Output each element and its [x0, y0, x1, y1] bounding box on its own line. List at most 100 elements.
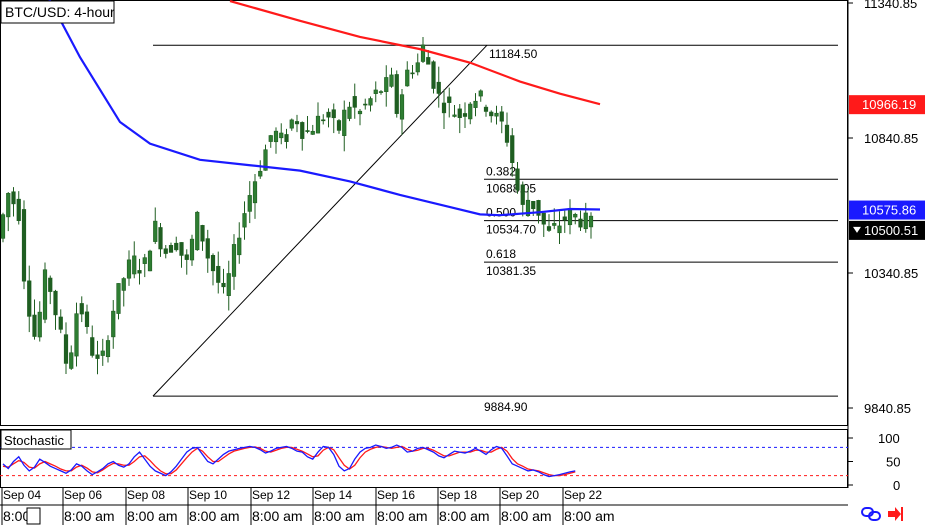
time-label: 8:00 am: [127, 508, 178, 524]
candle-body: [0, 214, 6, 239]
candle-body: [200, 225, 205, 242]
candle-body: [331, 109, 336, 119]
time-label: 8:00 am: [64, 508, 115, 524]
candle-body: [473, 100, 478, 108]
candle-body: [205, 238, 210, 259]
candle-body: [483, 106, 489, 112]
candle-body: [394, 74, 399, 114]
candle-body: [53, 290, 58, 316]
candle-body: [384, 77, 389, 92]
candle-body: [252, 181, 258, 204]
candle-body: [294, 121, 300, 125]
candle-body: [126, 259, 132, 279]
candle-body: [258, 170, 263, 177]
main-pane-frame: [0, 0, 848, 426]
date-label: Sep 12: [252, 488, 290, 502]
candle-body: [504, 124, 510, 143]
candle-body: [27, 280, 32, 317]
fib-trend-line: [152, 44, 488, 397]
price-tick-label: 11340.85: [864, 0, 917, 11]
price-tick-label: 10840.85: [864, 131, 918, 146]
candle-body: [415, 62, 420, 73]
candlesticks: [0, 36, 594, 375]
candle-body: [552, 223, 557, 226]
stochastic-label: Stochastic: [4, 433, 64, 448]
candle-body: [142, 257, 147, 264]
candle-body: [347, 106, 352, 119]
candle-body: [462, 113, 468, 117]
price-tag-label: 10500.51: [864, 223, 918, 238]
candle-body: [557, 225, 562, 234]
candle-body: [74, 313, 79, 357]
candle-body: [321, 119, 326, 122]
candle-body: [268, 135, 273, 142]
fibonacci-retracement[interactable]: 11184.50 9884.90 0.382 10688.05 0.500 10534.7…: [152, 44, 838, 414]
ma-slow-line: [229, 0, 601, 106]
candle-body: [326, 111, 331, 118]
time-label: 8:00 am: [501, 508, 552, 524]
price-tick-label: 10340.85: [864, 266, 918, 281]
moving-averages: [48, 0, 601, 217]
candle-body: [499, 111, 504, 122]
candle-body: [489, 111, 494, 117]
candle-body: [95, 354, 100, 359]
candle-body: [452, 114, 457, 117]
chart-title-box: [0, 0, 115, 24]
candle-body: [389, 74, 394, 87]
price-tag-box: [849, 95, 925, 115]
fib-price-label: 10688.05: [486, 181, 536, 195]
price-tag-box: [849, 200, 925, 220]
candle-body: [368, 98, 373, 106]
price-tag-label: 10575.86: [862, 203, 916, 218]
candle-body: [447, 96, 452, 103]
candle-body: [37, 311, 42, 338]
link-icon[interactable]: [861, 507, 881, 521]
candle-body: [21, 209, 27, 282]
candle-body: [441, 102, 447, 114]
date-label: Sep 18: [439, 488, 477, 502]
candle-body: [11, 191, 16, 205]
candle-body: [310, 130, 315, 135]
candle-body: [189, 238, 195, 261]
date-label: Sep 20: [501, 488, 539, 502]
fib-high-label: 11184.50: [489, 47, 538, 61]
time-label: 8:00 am: [252, 508, 303, 524]
candle-body: [315, 115, 321, 134]
price-tags: 10966.19 10575.86 10500.51: [849, 95, 925, 240]
candle-body: [273, 130, 279, 143]
date-label: Sep 06: [64, 488, 102, 502]
candle-body: [32, 314, 37, 337]
candle-body: [357, 110, 363, 115]
current-price-marker-icon: [853, 226, 861, 233]
candle-body: [116, 283, 121, 314]
time-label: 8:00 am: [314, 508, 365, 524]
candle-body: [289, 119, 294, 129]
candle-body: [525, 199, 531, 217]
candle-body: [6, 193, 11, 218]
candle-body: [84, 311, 90, 327]
candle-body: [468, 103, 473, 120]
candle-body: [546, 226, 552, 231]
candle-body: [536, 200, 541, 216]
candle-body: [153, 220, 158, 242]
price-tag-label: 10966.19: [862, 97, 916, 112]
time-scroll-handle[interactable]: [26, 507, 41, 525]
candle-body: [163, 248, 168, 254]
candle-body: [147, 250, 153, 272]
candle-body: [195, 211, 200, 251]
candle-body: [431, 61, 436, 89]
date-label: Sep 22: [564, 488, 602, 502]
candle-body: [457, 108, 462, 119]
stochastic-tick-label: 100: [878, 431, 900, 446]
stochastic-indicator: 100 50 0: [0, 431, 900, 493]
candle-body: [279, 132, 284, 139]
stochastic-tick-label: 0: [893, 478, 900, 493]
candle-body: [158, 227, 163, 250]
arrow-right-icon[interactable]: [888, 507, 903, 521]
candle-body: [184, 254, 189, 260]
price-axis: 11340.85 10840.85 10340.85 9840.85: [848, 0, 918, 416]
candle-body: [90, 337, 95, 356]
candle-body: [210, 255, 216, 272]
